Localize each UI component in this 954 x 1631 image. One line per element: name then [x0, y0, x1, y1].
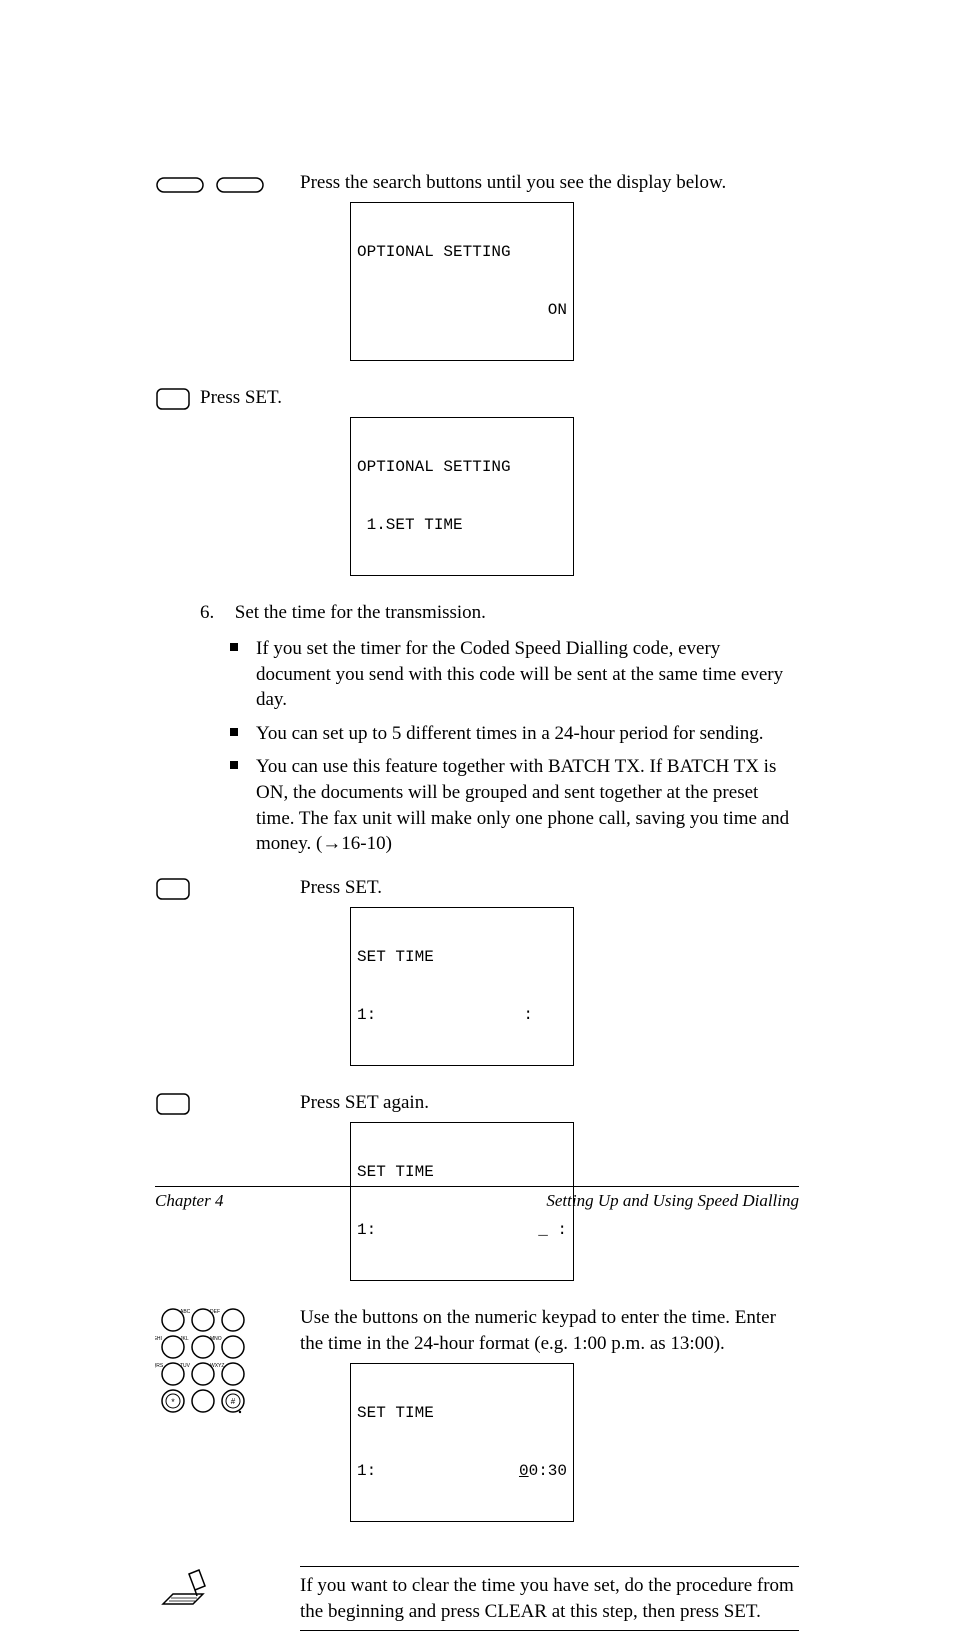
instr-press-set-again: Press SET again. [300, 1090, 799, 1116]
svg-text:JKL: JKL [180, 1336, 189, 1342]
step6-bullets: If you set the timer for the Coded Speed… [230, 636, 799, 857]
set-button-icon-wrap [155, 875, 300, 903]
footer-left: Chapter 4 [155, 1191, 223, 1211]
lcd-text: SET TIME [357, 1404, 567, 1423]
instr-keypad: Use the buttons on the numeric keypad to… [300, 1305, 799, 1356]
keypad-icon: ABC DEF GHI JKL MNO PQRS TUV WXYZ * # [155, 1305, 265, 1415]
row-press-set-2: Press SET. SET TIME 1: : [155, 875, 799, 1080]
svg-text:TUV: TUV [180, 1363, 191, 1369]
lcd-cursor-group: _ : [538, 1221, 567, 1240]
lcd-text: _ [538, 1221, 557, 1239]
lcd-text: SET TIME [357, 948, 567, 967]
lcd-text: 1: [357, 1462, 376, 1481]
set-button-icon-wrap [155, 1090, 300, 1118]
lcd-text: 1.SET TIME [357, 516, 567, 535]
lcd-text: 0 [519, 1462, 529, 1480]
set-button-icon [155, 385, 205, 413]
svg-text:MNO: MNO [210, 1336, 222, 1342]
lcd-time-group: 00:30 [519, 1462, 567, 1481]
lcd-text: ON [548, 301, 567, 320]
lcd-settime-value: SET TIME 1: 00:30 [350, 1363, 574, 1523]
note-icon [155, 1566, 215, 1614]
keypad-icon-wrap: ABC DEF GHI JKL MNO PQRS TUV WXYZ * # [155, 1305, 300, 1415]
lcd-optional-settime: OPTIONAL SETTING 1.SET TIME [350, 417, 574, 577]
svg-text:WXYZ: WXYZ [210, 1363, 224, 1369]
page-footer: Chapter 4 Setting Up and Using Speed Dia… [155, 1186, 799, 1211]
note-text: If you want to clear the time you have s… [300, 1566, 799, 1631]
svg-text:GHI: GHI [155, 1336, 162, 1342]
step6-bullet-2: You can set up to 5 different times in a… [230, 721, 799, 747]
svg-text:DEF: DEF [210, 1309, 220, 1315]
lcd-text: OPTIONAL SETTING [357, 458, 567, 477]
svg-text:*: * [171, 1397, 175, 1407]
page: Press the search buttons until you see t… [0, 0, 954, 1351]
footer-right: Setting Up and Using Speed Dialling [546, 1191, 799, 1211]
step6-bullet-3: You can use this feature together with B… [230, 754, 799, 857]
lcd-text: OPTIONAL SETTING [357, 243, 511, 262]
instr-search: Press the search buttons until you see t… [300, 170, 799, 196]
lcd-text: SET TIME [357, 1163, 567, 1182]
step6-bullet-1: If you set the timer for the Coded Speed… [230, 636, 799, 713]
step6-line: 6. Set the time for the transmission. [200, 600, 799, 626]
set-button-icon [155, 1090, 205, 1118]
lcd-settime-blank: SET TIME 1: : [350, 907, 574, 1067]
instr-press-set-1: Press SET. [200, 385, 799, 411]
row-keypad: ABC DEF GHI JKL MNO PQRS TUV WXYZ * # Use the… [155, 1305, 799, 1536]
set-button-icon [155, 875, 205, 903]
row-press-set-1: Press SET. OPTIONAL SETTING 1.SET TIME [155, 385, 799, 590]
note-block: If you want to clear the time you have s… [155, 1566, 799, 1631]
lcd-text: : [523, 1006, 567, 1025]
step6-number: 6. [200, 600, 230, 626]
svg-text:#: # [231, 1397, 236, 1406]
lcd-text: 1: [357, 1221, 376, 1240]
row-search: Press the search buttons until you see t… [155, 170, 799, 375]
lcd-optional-on: OPTIONAL SETTING ON [350, 202, 574, 362]
step6-text: Set the time for the transmission. [235, 602, 486, 623]
svg-text:PQRS: PQRS [155, 1363, 164, 1369]
search-buttons-icon [155, 170, 275, 200]
note-icon-wrap [155, 1566, 300, 1619]
lcd-text: 0:30 [529, 1462, 567, 1480]
lcd-text: 1: [357, 1006, 376, 1025]
search-buttons-icon-wrap [155, 170, 300, 200]
instr-press-set-2: Press SET. [300, 875, 799, 901]
lcd-text: : [557, 1221, 567, 1239]
svg-text:ABC: ABC [180, 1309, 191, 1315]
row-step6: 6. Set the time for the transmission. If… [155, 600, 799, 865]
